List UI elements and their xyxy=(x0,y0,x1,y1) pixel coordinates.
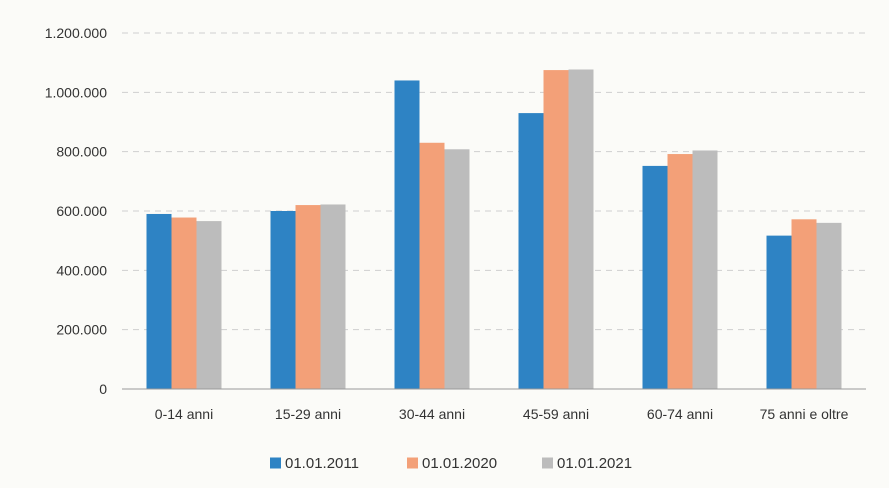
x-tick-label: 15-29 anni xyxy=(275,406,341,422)
x-tick-label: 0-14 anni xyxy=(155,406,213,422)
bar xyxy=(444,149,470,389)
y-tick-label: 200.000 xyxy=(56,322,107,338)
x-tick-label: 60-74 anni xyxy=(647,406,713,422)
y-tick-label: 400.000 xyxy=(56,262,107,278)
bar xyxy=(518,113,544,389)
bar xyxy=(667,154,693,389)
legend-label: 01.01.2021 xyxy=(557,455,632,472)
bar xyxy=(419,142,445,389)
bar xyxy=(816,222,842,389)
bar xyxy=(543,70,569,389)
x-axis-tick-labels: 0-14 anni 15-29 anni 30-44 anni 45-59 anni 6… xyxy=(155,406,849,422)
gridlines xyxy=(122,32,866,331)
bar xyxy=(320,204,346,389)
bar xyxy=(791,219,817,389)
legend-swatch xyxy=(542,457,553,469)
bar xyxy=(270,211,296,389)
legend-label: 01.01.2011 xyxy=(285,455,359,472)
y-tick-label: 1.000.000 xyxy=(45,84,107,100)
x-tick-label: 30-44 anni xyxy=(399,406,465,422)
bar xyxy=(642,165,668,389)
bar xyxy=(394,80,420,389)
legend-label: 01.01.2020 xyxy=(422,455,497,472)
bar xyxy=(146,213,172,389)
legend: 01.01.2011 01.01.2020 01.01.2021 xyxy=(270,455,632,472)
bar xyxy=(568,69,594,390)
x-tick-label: 45-59 anni xyxy=(523,406,589,422)
bar xyxy=(171,217,197,389)
y-tick-label: 800.000 xyxy=(56,144,107,160)
y-tick-label: 600.000 xyxy=(56,203,107,219)
bars xyxy=(146,69,842,390)
y-tick-label: 0 xyxy=(99,381,107,397)
x-tick-label: 75 anni e oltre xyxy=(760,406,849,422)
bar xyxy=(196,221,222,389)
y-tick-label: 1.200.000 xyxy=(45,25,107,41)
bar xyxy=(295,205,321,389)
legend-swatch xyxy=(270,457,281,469)
bar xyxy=(766,235,792,389)
legend-swatch xyxy=(407,457,418,469)
bar xyxy=(692,150,718,389)
y-axis-tick-labels: 0 200.000 400.000 600.000 800.000 1.000.000 1.… xyxy=(45,25,108,397)
